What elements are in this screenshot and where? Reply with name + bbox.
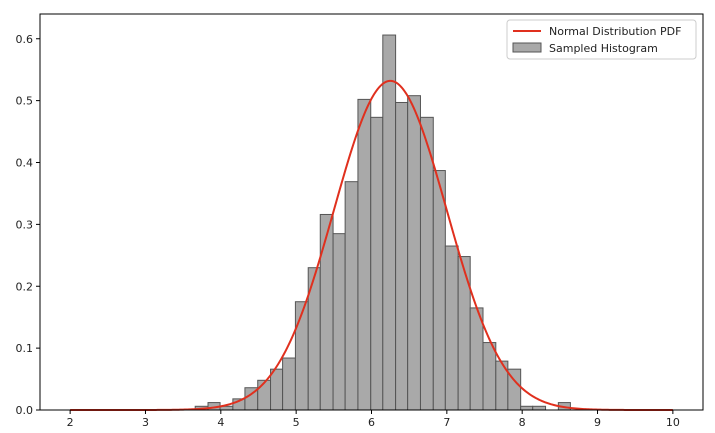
histogram-bar (457, 256, 471, 411)
histogram-bar (520, 405, 534, 411)
x-tick-label: 3 (142, 416, 149, 429)
y-tick-label: 0.3 (16, 218, 34, 231)
histogram-bar (257, 379, 272, 411)
histogram-bar (407, 95, 421, 411)
histogram-bar (432, 170, 446, 411)
histogram-bar (382, 34, 397, 411)
y-tick-label: 0.2 (16, 280, 34, 293)
y-tick-label: 0.0 (16, 404, 34, 417)
y-tick-label: 0.5 (16, 95, 34, 108)
histogram-bar (332, 233, 346, 411)
legend-histogram-swatch (512, 42, 542, 53)
legend-histogram-label: Sampled Histogram (549, 42, 658, 55)
histogram-bars (194, 34, 571, 411)
histogram-bar (319, 213, 334, 411)
y-tick-label: 0.6 (16, 33, 34, 46)
x-tick-label: 8 (519, 416, 526, 429)
histogram-bar (469, 307, 484, 411)
x-tick-label: 10 (666, 416, 680, 429)
histogram-bar (294, 301, 309, 411)
histogram-bar (532, 405, 547, 411)
x-tick-label: 5 (293, 416, 300, 429)
y-axis: 0.0 0.1 0.2 0.3 0.4 0.5 0.6 (16, 33, 40, 417)
x-tick-label: 2 (67, 416, 74, 429)
y-tick-label: 0.1 (16, 342, 34, 355)
legend-box (506, 19, 697, 60)
legend: Normal Distribution PDF Sampled Histogra… (506, 19, 697, 60)
x-tick-label: 7 (443, 416, 450, 429)
histogram-bar (482, 342, 497, 411)
x-tick-label: 4 (217, 416, 224, 429)
histogram-bar (444, 245, 459, 411)
histogram-bar (270, 368, 284, 411)
histogram-bar (357, 98, 372, 411)
legend-curve-label: Normal Distribution PDF (549, 25, 681, 38)
x-tick-label: 6 (368, 416, 375, 429)
histogram-bar (282, 357, 296, 411)
x-tick-label: 9 (594, 416, 601, 429)
histogram-bar (419, 116, 434, 411)
x-axis: 2 3 4 5 6 7 8 9 10 (67, 410, 680, 429)
histogram-bar (344, 181, 359, 411)
histogram-bar (395, 101, 409, 411)
y-tick-label: 0.4 (16, 157, 34, 170)
histogram-bar (370, 116, 384, 411)
